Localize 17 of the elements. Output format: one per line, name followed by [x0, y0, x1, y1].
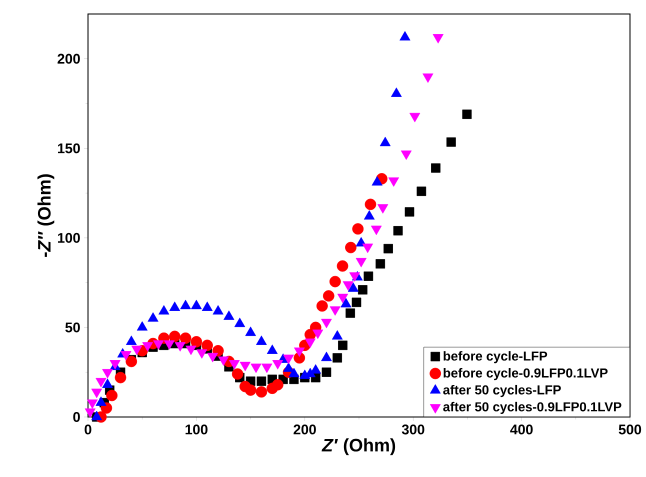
legend-label: before cycle-0.9LFP0.1LVP: [444, 368, 608, 380]
y-tick-label: 100: [58, 232, 80, 243]
x-tick-label: 400: [510, 424, 533, 434]
x-tick-label: 0: [84, 424, 92, 434]
y-tick-label: 0: [73, 412, 80, 422]
x-tick-label: 200: [294, 424, 316, 434]
x-axis-title: Z′ (Ohm): [322, 438, 396, 456]
y-tick-label: 50: [65, 322, 80, 332]
x-tick-label: 100: [186, 424, 208, 434]
legend-label: before cycle-LFP: [444, 351, 548, 364]
legend-label: after 50 cycles-0.9LFP0.1LVP: [443, 402, 622, 414]
y-tick-label: 150: [58, 143, 80, 154]
y-tick-label: 200: [58, 54, 80, 64]
y-axis-title: -Z′′ (Ohm): [37, 174, 54, 257]
x-tick-label: 300: [402, 424, 424, 434]
legend-label: after 50 cycles-LFP: [443, 384, 561, 398]
x-tick-label: 500: [618, 424, 642, 434]
